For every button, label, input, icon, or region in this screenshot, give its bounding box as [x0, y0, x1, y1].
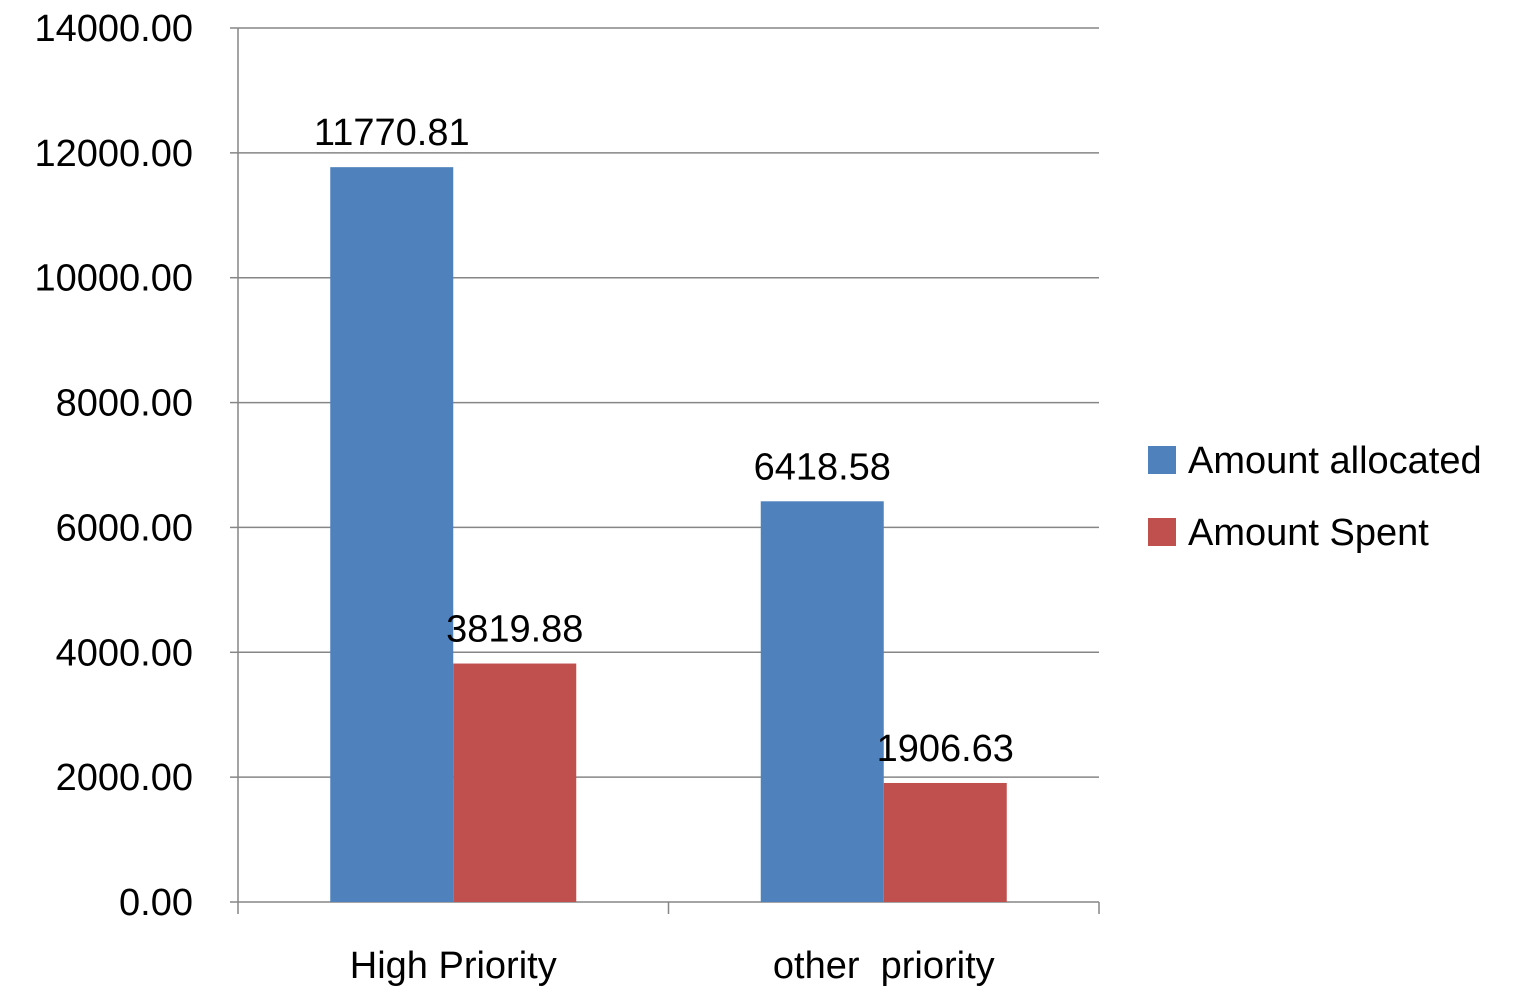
data-label: 1906.63 [877, 728, 1014, 770]
y-tick-label: 6000.00 [56, 507, 193, 549]
data-label: 3819.88 [446, 609, 583, 651]
y-tick-label: 12000.00 [35, 133, 194, 175]
y-tick-label: 0.00 [119, 882, 193, 924]
data-label: 6418.58 [754, 446, 891, 488]
axes: 0.00 2000.00 4000.00 6000.00 8000.00 10000.00… [35, 8, 1100, 987]
bar-allocated [330, 167, 454, 902]
legend-swatch [1148, 446, 1176, 474]
y-tick-label: 2000.00 [56, 757, 193, 799]
bar-spent [453, 663, 577, 902]
bars [330, 167, 1007, 902]
bar-allocated [760, 501, 884, 902]
legend-label: Amount allocated [1188, 440, 1482, 482]
legend-swatch [1148, 518, 1176, 546]
y-tick-label: 10000.00 [35, 258, 194, 300]
y-tick-label: 4000.00 [56, 632, 193, 674]
legend-label: Amount Spent [1188, 512, 1429, 554]
x-tick-label: High Priority [350, 945, 557, 987]
y-tick-label: 14000.00 [35, 8, 194, 50]
legend: Amount allocated Amount Spent [1148, 440, 1482, 554]
bar-spent [883, 782, 1007, 902]
data-label: 11770.81 [314, 112, 470, 154]
data-labels: 11770.81 3819.88 6418.58 1906.63 [314, 112, 1014, 770]
y-tick-label: 8000.00 [56, 383, 193, 425]
x-tick-label: other priority [773, 945, 995, 987]
